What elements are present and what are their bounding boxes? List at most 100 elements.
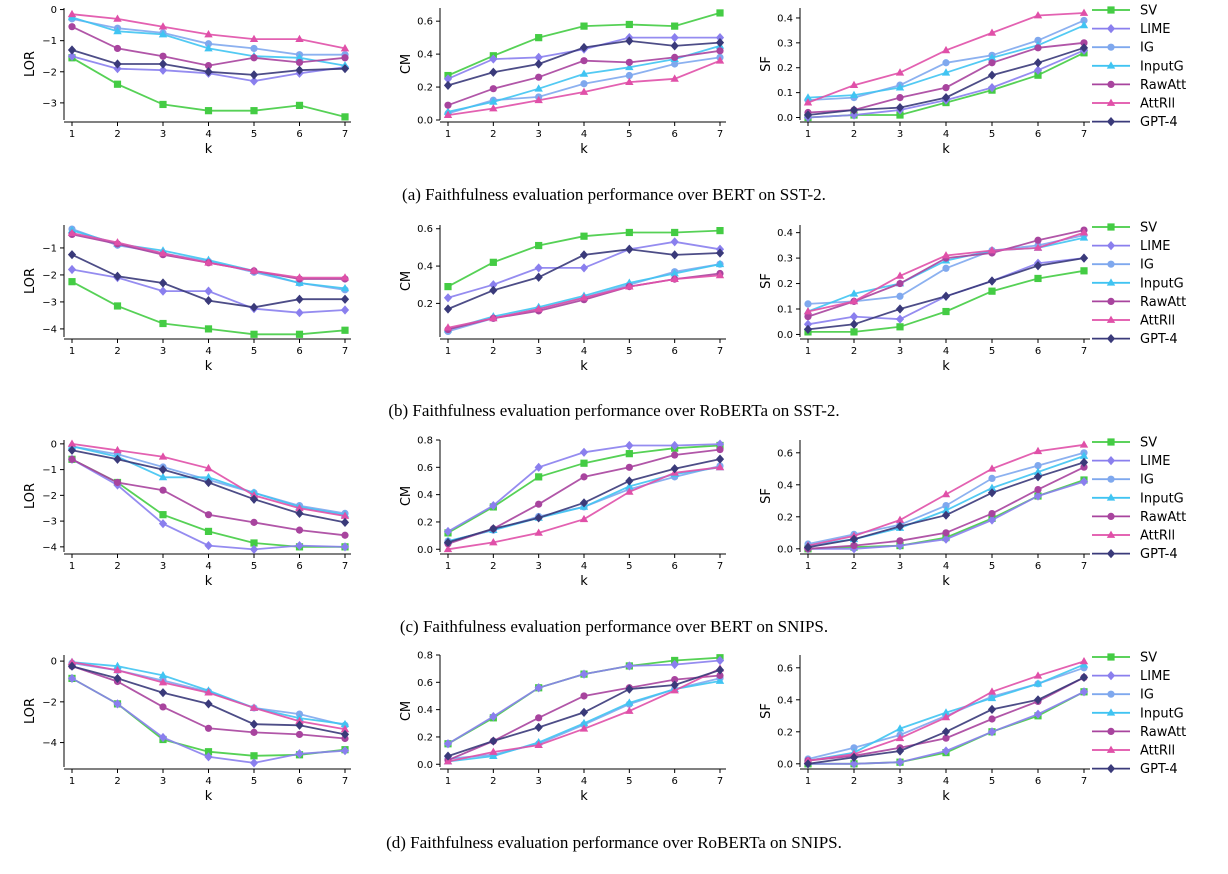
point-inputg-k7 [715, 676, 725, 684]
point-gpt-4-k4 [204, 67, 213, 77]
point-gpt-4-k6 [1033, 261, 1043, 271]
legend-marker-ig [1107, 260, 1115, 268]
point-attrll-k7 [340, 44, 350, 52]
legend-marker-attrll [1106, 98, 1116, 106]
point-lime-k7 [1079, 477, 1089, 487]
point-lime-k5 [249, 544, 259, 555]
point-gpt-4-k7 [340, 294, 350, 304]
x-tick-label: 7 [1081, 346, 1087, 357]
y-tick-label: 0.0 [417, 760, 433, 771]
point-gpt-4-k4 [941, 291, 951, 301]
point-lime-k4 [579, 263, 589, 273]
y-tick-label: 0.6 [417, 463, 433, 474]
series-line-rawatt [807, 229, 1085, 318]
point-lime-k4 [204, 286, 213, 296]
point-ig-k6 [1034, 462, 1042, 470]
point-rawatt-k4 [204, 511, 213, 519]
point-attrll-k7 [715, 56, 725, 64]
point-lime-k6 [670, 440, 679, 451]
point-attrll-k1 [67, 657, 77, 666]
x-axis-label: k [942, 574, 950, 589]
x-tick-label: 6 [296, 129, 302, 140]
y-tick-label: −3 [42, 98, 57, 109]
point-rawatt-k4 [204, 724, 213, 732]
legend-3: SV LIME IG InputG RawAtt AttRll GPT-4 [1092, 651, 1186, 777]
x-axis-label: k [580, 359, 588, 374]
point-lime-k5 [987, 727, 997, 737]
point-lime-k6 [1033, 65, 1043, 75]
y-axis-label: LOR [23, 698, 38, 724]
point-sv-k6 [295, 101, 304, 109]
x-tick-label: 4 [581, 346, 587, 357]
x-tick-label: 5 [989, 346, 995, 357]
x-tick-label: 1 [445, 776, 451, 787]
point-gpt-4-k5 [625, 244, 634, 254]
point-inputg-k2 [113, 661, 122, 670]
x-tick-label: 4 [943, 776, 949, 787]
chart-2-1: 0.0 0.2 0.4 0.6 0.8 1 2 3 4 5 6 7 k CM [399, 436, 726, 589]
point-ig-k7 [1080, 16, 1088, 25]
point-gpt-4-k4 [579, 498, 589, 508]
point-lime-k5 [625, 661, 634, 671]
legend-label-sv: SV [1140, 651, 1157, 666]
point-attrll-k2 [489, 313, 498, 322]
x-tick-label: 6 [671, 561, 677, 572]
x-tick-label: 6 [296, 561, 302, 572]
point-rawatt-k3 [159, 486, 167, 494]
point-attrll-k6 [295, 273, 304, 281]
point-rawatt-k4 [942, 84, 950, 92]
point-inputg-k3 [158, 472, 168, 481]
x-tick-label: 7 [717, 129, 723, 140]
legend-marker-lime [1106, 671, 1116, 681]
point-inputg-k3 [158, 670, 168, 679]
y-tick-label: 0.4 [777, 228, 793, 239]
x-tick-label: 5 [251, 346, 257, 357]
point-gpt-4-k4 [204, 699, 213, 709]
point-lime-k1 [803, 319, 813, 329]
point-sv-k3 [896, 111, 904, 119]
point-lime-k5 [249, 758, 259, 768]
point-attrll-k4 [579, 87, 589, 95]
legend-label-lime: LIME [1140, 669, 1171, 684]
point-gpt-4-k1 [803, 542, 813, 552]
x-tick-label: 6 [671, 776, 677, 787]
point-gpt-4-k5 [987, 276, 997, 286]
x-tick-label: 2 [490, 561, 496, 572]
point-sv-k4 [204, 325, 213, 333]
y-axis-label: CM [399, 486, 414, 506]
point-attrll-k4 [204, 30, 213, 38]
point-lime-k6 [670, 237, 679, 247]
x-tick-label: 1 [805, 346, 811, 357]
y-tick-label: 0.0 [777, 330, 793, 341]
x-tick-label: 7 [342, 776, 348, 787]
point-attrll-k7 [340, 273, 350, 281]
legend-label-sv: SV [1140, 436, 1157, 451]
point-gpt-4-k6 [1033, 58, 1043, 68]
y-tick-label: 0.2 [777, 727, 793, 738]
point-gpt-4-k4 [579, 707, 589, 717]
point-inputg-k3 [895, 724, 905, 732]
legend-label-ig: IG [1140, 473, 1154, 488]
point-inputg-k4 [579, 69, 589, 77]
y-tick-label: 0.4 [777, 695, 793, 706]
point-lime-k3 [534, 263, 543, 273]
y-tick-label: 0.6 [417, 17, 433, 28]
x-tick-label: 6 [1035, 346, 1041, 357]
y-tick-label: −2 [42, 270, 57, 281]
point-rawatt-k4 [580, 57, 588, 65]
point-gpt-4-k3 [158, 465, 168, 475]
point-gpt-4-k6 [670, 464, 679, 474]
point-attrll-k5 [625, 706, 634, 714]
point-sv-k7 [341, 113, 349, 121]
legend-label-rawatt: RawAtt [1140, 510, 1186, 525]
y-axis-label: SF [759, 488, 774, 504]
y-axis-label: SF [759, 703, 774, 719]
x-axis-label: k [942, 789, 950, 804]
y-axis-label: CM [399, 271, 414, 291]
caption-3: (d) Faithfulness evaluation performance … [386, 833, 842, 852]
point-gpt-4-k2 [849, 319, 859, 329]
point-attrll-k5 [987, 28, 997, 36]
point-ig-k3 [896, 292, 904, 300]
point-sv-k3 [159, 511, 167, 519]
series-line-lime [71, 458, 346, 551]
